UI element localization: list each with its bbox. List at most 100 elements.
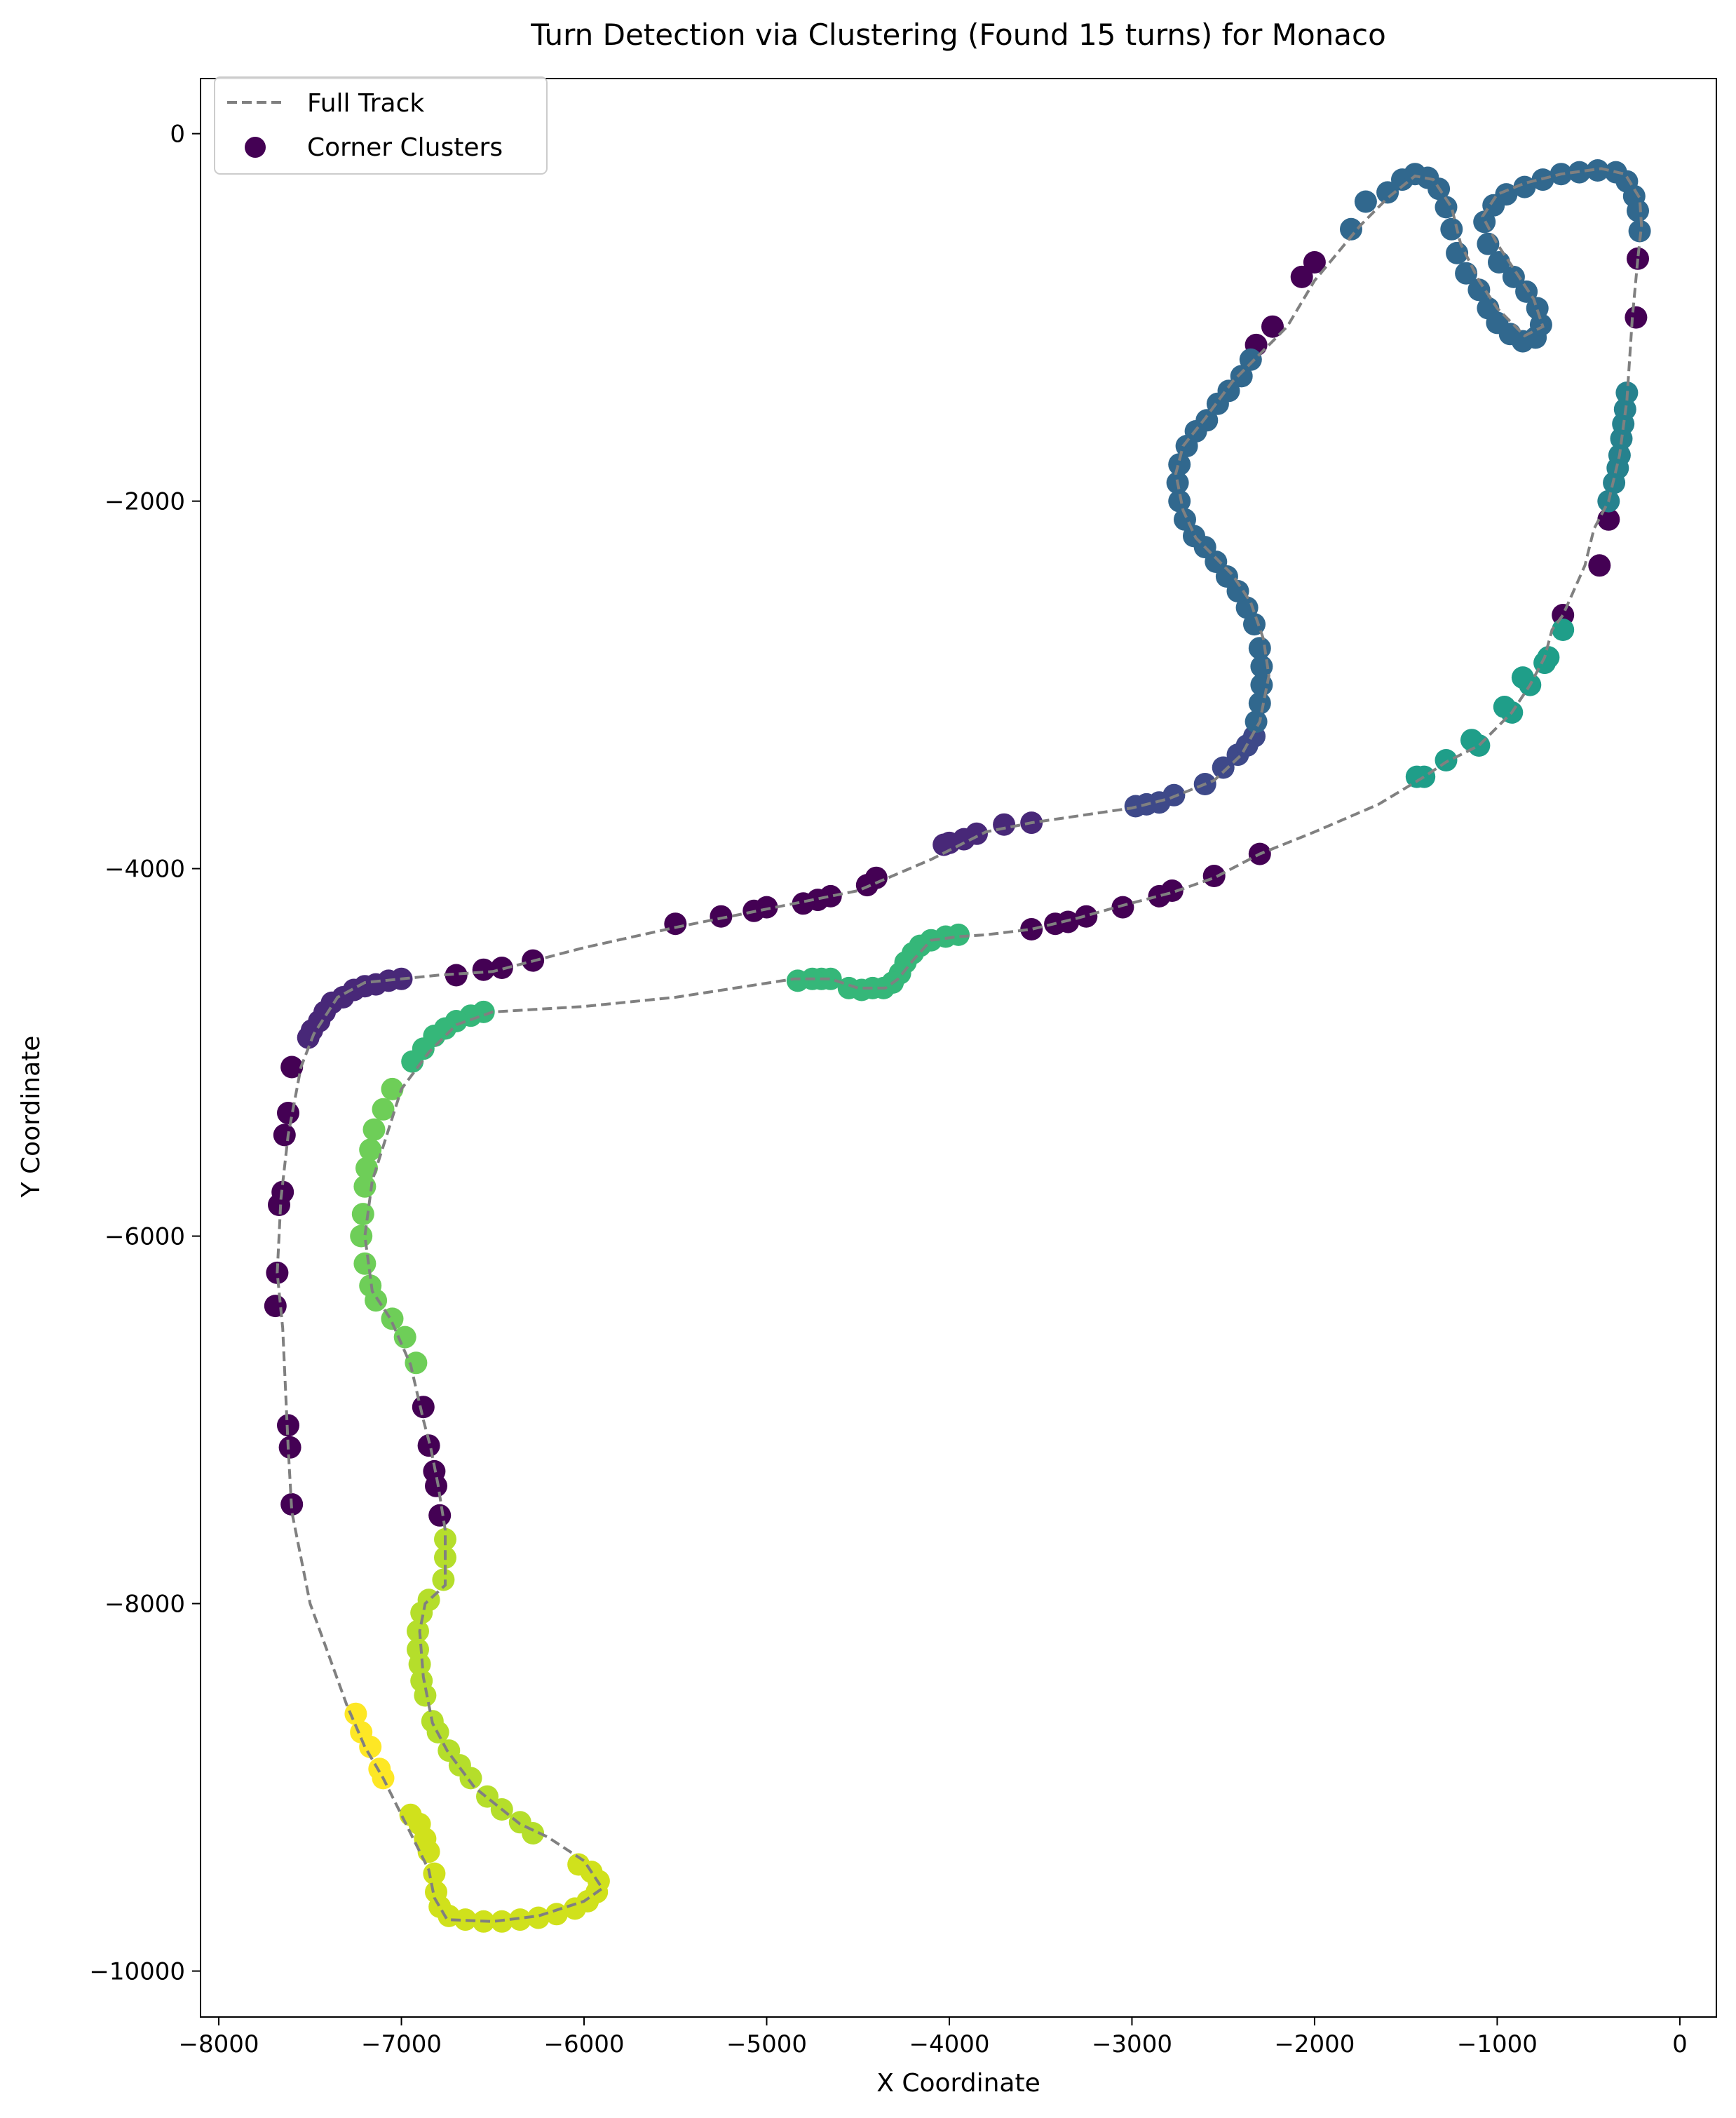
corner-cluster-point-0 xyxy=(268,1194,290,1216)
corner-cluster-point-7 xyxy=(353,1252,377,1275)
corner-cluster-point-0 xyxy=(412,1396,435,1419)
corner-cluster-point-3 xyxy=(1217,379,1240,403)
corner-cluster-point-0 xyxy=(664,912,687,936)
y-tick-label: −8000 xyxy=(104,1591,185,1619)
corner-cluster-point-7 xyxy=(381,1077,404,1100)
x-tick-label: −8000 xyxy=(179,2030,259,2058)
corner-cluster-point-0 xyxy=(1303,251,1326,274)
corner-cluster-point-8 xyxy=(432,1568,455,1591)
x-axis-label: X Coordinate xyxy=(876,2069,1040,2098)
corner-cluster-point-3 xyxy=(1230,365,1253,388)
corner-cluster-point-7 xyxy=(355,1156,378,1180)
legend-label-corner-clusters: Corner Clusters xyxy=(307,133,503,162)
legend: Full Track Corner Clusters xyxy=(214,76,548,175)
corner-cluster-point-5 xyxy=(1460,729,1483,752)
corner-cluster-point-3 xyxy=(1340,217,1362,241)
corner-cluster-point-6 xyxy=(786,969,809,992)
x-tick-label: −7000 xyxy=(361,2030,442,2058)
corner-cluster-point-3 xyxy=(1440,217,1463,241)
corner-cluster-point-3 xyxy=(1245,710,1268,733)
x-tick-label: −3000 xyxy=(1092,2030,1172,2058)
x-axis: −8000 −7000 −6000 −5000 −4000 −3000 −2000 −1000… xyxy=(179,2017,1688,2058)
corner-cluster-point-3 xyxy=(1467,278,1491,302)
x-tick-label: −6000 xyxy=(544,2030,625,2058)
corner-cluster-point-0 xyxy=(280,1055,304,1079)
corner-cluster-point-0 xyxy=(445,964,468,987)
corner-cluster-point-7 xyxy=(372,1098,395,1121)
corner-cluster-point-5 xyxy=(1435,749,1458,771)
corner-cluster-point-8 xyxy=(459,1767,482,1790)
corner-cluster-point-3 xyxy=(1239,348,1262,371)
corner-cluster-point-5 xyxy=(1552,619,1575,641)
corner-cluster-point-7 xyxy=(393,1326,416,1349)
corner-cluster-point-1 xyxy=(993,813,1016,836)
corner-cluster-point-8 xyxy=(407,1619,429,1643)
x-tick-label: −5000 xyxy=(726,2030,807,2058)
legend-cluster-marker-swatch xyxy=(245,137,266,158)
cluster-points-group xyxy=(264,159,1651,1933)
corner-cluster-point-0 xyxy=(1588,554,1611,577)
corner-cluster-point-7 xyxy=(353,1175,377,1198)
corner-cluster-point-7 xyxy=(350,1225,373,1248)
corner-cluster-point-3 xyxy=(1628,220,1651,243)
corner-cluster-point-5 xyxy=(1493,696,1516,718)
corner-cluster-point-3 xyxy=(1235,596,1259,619)
corner-cluster-point-7 xyxy=(359,1138,382,1161)
corner-cluster-point-0 xyxy=(1290,265,1313,288)
y-tick-label: −2000 xyxy=(104,488,185,516)
corner-cluster-point-3 xyxy=(1195,409,1219,432)
y-tick-label: 0 xyxy=(170,121,185,149)
corner-cluster-point-3 xyxy=(1168,453,1191,476)
corner-cluster-point-3 xyxy=(1495,183,1518,206)
x-tick-label: −2000 xyxy=(1274,2030,1355,2058)
corner-cluster-point-8 xyxy=(410,1601,433,1624)
corner-cluster-point-2 xyxy=(1212,756,1235,779)
y-axis: 0 −2000 −4000 −6000 −8000 −10000 xyxy=(89,121,201,1986)
corner-cluster-point-10 xyxy=(344,1702,367,1725)
corner-cluster-point-3 xyxy=(1354,190,1377,213)
corner-cluster-point-0 xyxy=(264,1295,287,1318)
corner-cluster-point-0 xyxy=(1148,884,1171,908)
x-tick-label: 0 xyxy=(1672,2030,1688,2058)
y-tick-label: −6000 xyxy=(104,1223,185,1251)
corner-cluster-point-0 xyxy=(1261,315,1284,338)
chart-title: Turn Detection via Clustering (Found 15 … xyxy=(530,18,1386,52)
corner-cluster-point-7 xyxy=(351,1203,374,1226)
corner-cluster-point-3 xyxy=(1248,637,1271,660)
corner-cluster-point-0 xyxy=(428,1504,452,1527)
corner-cluster-point-9 xyxy=(567,1853,590,1876)
corner-cluster-point-8 xyxy=(414,1684,437,1707)
corner-cluster-point-0 xyxy=(277,1102,299,1124)
corner-cluster-point-3 xyxy=(1502,265,1525,288)
corner-cluster-point-9 xyxy=(508,1908,531,1931)
corner-cluster-point-9 xyxy=(454,1908,477,1931)
corner-cluster-point-3 xyxy=(1446,241,1469,264)
plot-area-frame xyxy=(200,78,1717,2018)
corner-cluster-point-0 xyxy=(278,1436,301,1459)
x-tick-label: −4000 xyxy=(909,2030,989,2058)
corner-cluster-point-0 xyxy=(1020,918,1043,940)
corner-cluster-point-7 xyxy=(362,1118,386,1141)
corner-cluster-point-9 xyxy=(527,1906,550,1929)
legend-box xyxy=(214,76,548,175)
corner-cluster-point-3 xyxy=(1488,251,1510,274)
y-axis-label: Y Coordinate xyxy=(17,1036,46,1199)
corner-cluster-point-3 xyxy=(1168,490,1191,513)
corner-cluster-point-0 xyxy=(710,905,733,928)
corner-cluster-point-0 xyxy=(1075,905,1098,928)
corner-cluster-point-0 xyxy=(490,957,513,979)
y-tick-label: −10000 xyxy=(89,1958,185,1986)
corner-cluster-point-5 xyxy=(1405,765,1428,788)
corner-cluster-point-0 xyxy=(855,874,879,897)
corner-cluster-point-9 xyxy=(417,1840,440,1863)
corner-cluster-point-3 xyxy=(1627,199,1649,222)
corner-cluster-point-0 xyxy=(792,892,815,915)
corner-cluster-point-3 xyxy=(1526,297,1549,320)
track-line-group xyxy=(276,167,1643,1923)
legend-label-full-track: Full Track xyxy=(307,89,424,118)
corner-cluster-point-3 xyxy=(1477,232,1500,255)
corner-cluster-point-7 xyxy=(365,1289,388,1312)
corner-cluster-point-0 xyxy=(1625,306,1648,329)
